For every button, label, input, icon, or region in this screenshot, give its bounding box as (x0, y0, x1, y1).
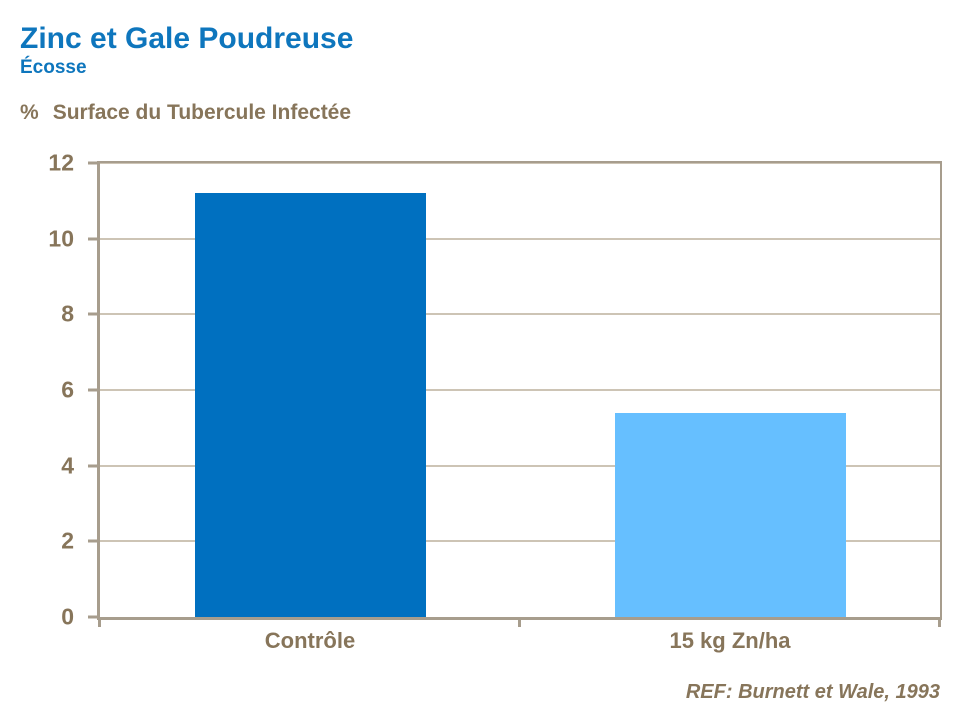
y-axis-title: % Surface du Tubercule Infectée (20, 101, 351, 125)
ytick-mark-12 (88, 161, 97, 165)
chart-title: Zinc et Gale Poudreuse (20, 22, 354, 55)
gridline-6 (100, 389, 940, 391)
ytick-mark-0 (88, 615, 97, 619)
y-axis-title-prefix: % (20, 101, 39, 124)
gridline-2 (100, 540, 940, 543)
ytick-mark-4 (88, 464, 97, 468)
gridline-8 (100, 313, 940, 316)
ytick-label-2: 2 (61, 527, 74, 554)
ytick-label-10: 10 (48, 225, 74, 252)
x-category-labels: Contrôle 15 kg Zn/ha (100, 628, 940, 660)
ytick-label-0: 0 (61, 603, 74, 630)
category-label-1: 15 kg Zn/ha (669, 628, 791, 653)
y-axis-labels: 0 2 4 6 8 10 12 (0, 151, 100, 628)
gridline-12 (100, 162, 940, 164)
ytick-mark-10 (88, 237, 97, 241)
ytick-label-8: 8 (61, 300, 74, 327)
ytick-mark-8 (88, 312, 97, 316)
gridline-4 (100, 464, 940, 467)
ytick-label-4: 4 (61, 452, 74, 479)
xtick-mark-0 (98, 617, 101, 627)
ytick-label-12: 12 (48, 149, 74, 176)
ytick-mark-6 (88, 388, 97, 392)
ytick-label-6: 6 (61, 376, 74, 403)
plot-area (97, 161, 942, 620)
chart-subtitle: Écosse (20, 57, 87, 78)
ytick-mark-2 (88, 539, 97, 543)
bar-0 (195, 193, 426, 617)
category-label-0: Contrôle (264, 628, 356, 653)
y-axis-title-label: Surface du Tubercule Infectée (52, 101, 352, 124)
gridline-10 (100, 237, 940, 240)
xtick-mark-2 (938, 617, 941, 627)
reference-text: REF: Burnett et Wale, 1993 (685, 681, 940, 703)
bar-1 (615, 413, 846, 617)
xtick-mark-1 (518, 617, 521, 627)
